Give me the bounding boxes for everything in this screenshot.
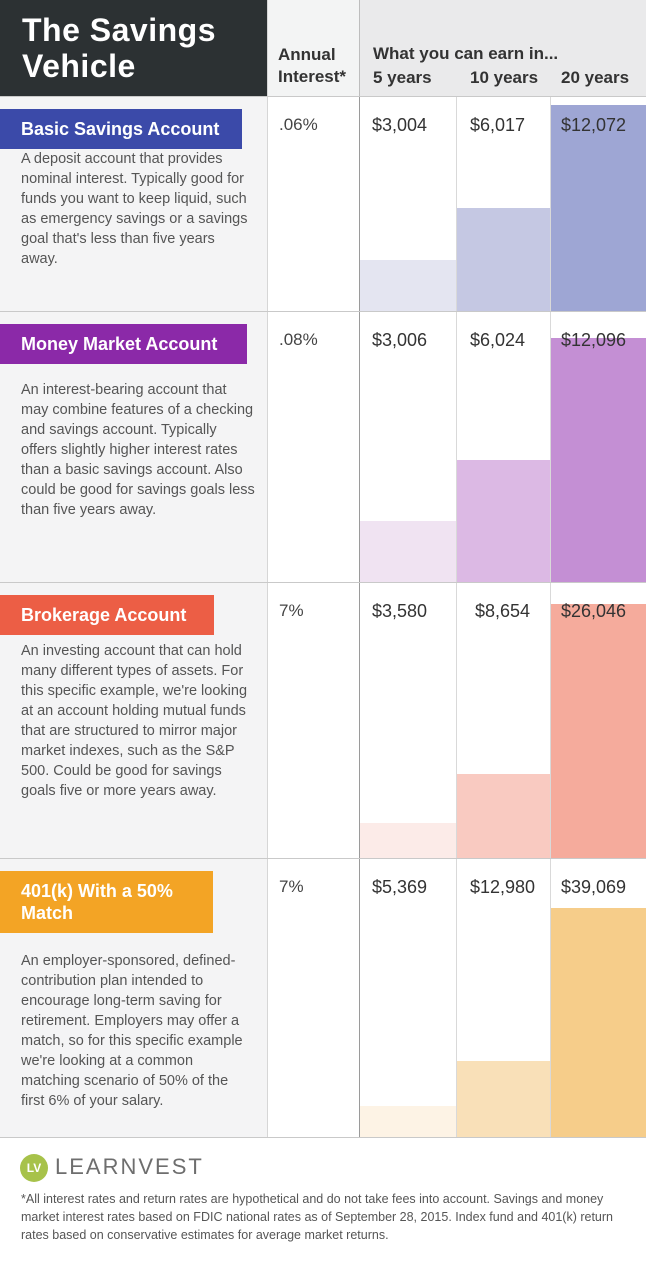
vehicle-row: Brokerage Account An investing account th… [0,582,646,858]
vehicle-description-cell: Basic Savings Account A deposit account t… [0,97,267,311]
earnings-value-label: $3,006 [372,330,428,350]
earnings-cell: $6,024 [456,312,550,582]
earnings-value-label: $39,069 [561,877,627,897]
vehicle-row: Basic Savings Account A deposit account t… [0,96,646,311]
annual-interest-cell: 7% [267,859,359,1137]
vehicle-name-badge: Basic Savings Account [0,109,242,149]
earnings-bar [360,521,456,582]
earnings-value-label: $26,046 [561,601,627,621]
earnings-value-label: $12,980 [470,877,536,897]
earnings-value-label: $6,017 [470,115,526,135]
vehicle-name-badge: 401(k) With a 50% Match [0,871,213,933]
vehicle-description-cell: Brokerage Account An investing account th… [0,583,267,858]
earnings-plot: $3,004 $6,017 $12,072 [359,97,646,311]
annual-interest-rate: 7% [279,601,304,620]
earnings-question: What you can earn in... [373,44,559,63]
earnings-cell: $3,006 [360,312,456,582]
chart-header: The Savings Vehicle Annual Interest* Wha… [0,0,646,96]
annual-interest-cell: .08% [267,312,359,582]
footnote: *All interest rates and return rates are… [21,1192,613,1242]
earnings-cell: $3,004 [360,97,456,311]
year-label-20: 20 years [561,68,630,87]
earnings-value-label: $8,654 [475,601,531,621]
earnings-cell: $12,096 [550,312,646,582]
earnings-value-label: $5,369 [372,877,428,897]
earnings-header: What you can earn in... 5 years 10 years… [359,0,646,96]
earnings-bar [551,908,646,1137]
annual-interest-label: Annual Interest* [278,45,347,86]
earnings-bar [457,774,550,858]
learnvest-logo-mark: LV [20,1154,48,1182]
title-panel: The Savings Vehicle [0,0,267,96]
vehicle-row: 401(k) With a 50% Match An employer-spons… [0,858,646,1137]
earnings-cell: $26,046 [550,583,646,858]
earnings-value-label: $3,580 [372,601,428,621]
year-label-5: 5 years [373,68,432,87]
earnings-bar [551,338,646,582]
earnings-bar [457,1061,550,1137]
earnings-plot: $3,580 $8,654 $26,046 [359,583,646,858]
earnings-value-label: $12,072 [561,115,627,135]
vehicle-description: An investing account that can hold many … [21,643,248,799]
page-title: The Savings Vehicle [22,12,216,84]
earnings-cell: $12,072 [550,97,646,311]
annual-interest-rate: .06% [279,115,318,134]
earnings-bar [360,260,456,311]
earnings-bar [457,460,550,582]
earnings-bar [457,208,550,311]
vehicle-description-cell: Money Market Account An interest-bearing … [0,312,267,582]
annual-interest-header: Annual Interest* [267,0,359,96]
vehicle-description: An employer-sponsored, defined-contribut… [21,953,243,1109]
earnings-value-label: $6,024 [470,330,526,350]
vehicle-description: A deposit account that provides nominal … [21,151,248,267]
earnings-cell: $8,654 [456,583,550,858]
annual-interest-cell: 7% [267,583,359,858]
earnings-cell: $3,580 [360,583,456,858]
earnings-cell: $6,017 [456,97,550,311]
earnings-plot: $3,006 $6,024 $12,096 [359,312,646,582]
earnings-bar [551,604,646,858]
vehicle-description-cell: 401(k) With a 50% Match An employer-spons… [0,859,267,1137]
vehicle-name-badge: Money Market Account [0,324,247,364]
footer: LV LEARNVEST *All interest rates and ret… [0,1137,646,1264]
vehicle-name-badge: Brokerage Account [0,595,214,635]
annual-interest-cell: .06% [267,97,359,311]
earnings-bar [551,105,646,311]
vehicle-description: An interest-bearing account that may com… [21,382,255,518]
year-label-10: 10 years [470,68,539,87]
learnvest-logo-text: LEARNVEST [55,1154,204,1179]
earnings-cell: $12,980 [456,859,550,1137]
earnings-value-label: $12,096 [561,330,627,350]
earnings-cell: $39,069 [550,859,646,1137]
vehicle-row: Money Market Account An interest-bearing … [0,311,646,582]
earnings-bar [360,1106,456,1137]
earnings-bar [360,823,456,858]
earnings-value-label: $3,004 [372,115,428,135]
annual-interest-rate: .08% [279,330,318,349]
annual-interest-rate: 7% [279,877,304,896]
earnings-cell: $5,369 [360,859,456,1137]
earnings-plot: $5,369 $12,980 $39,069 [359,859,646,1137]
